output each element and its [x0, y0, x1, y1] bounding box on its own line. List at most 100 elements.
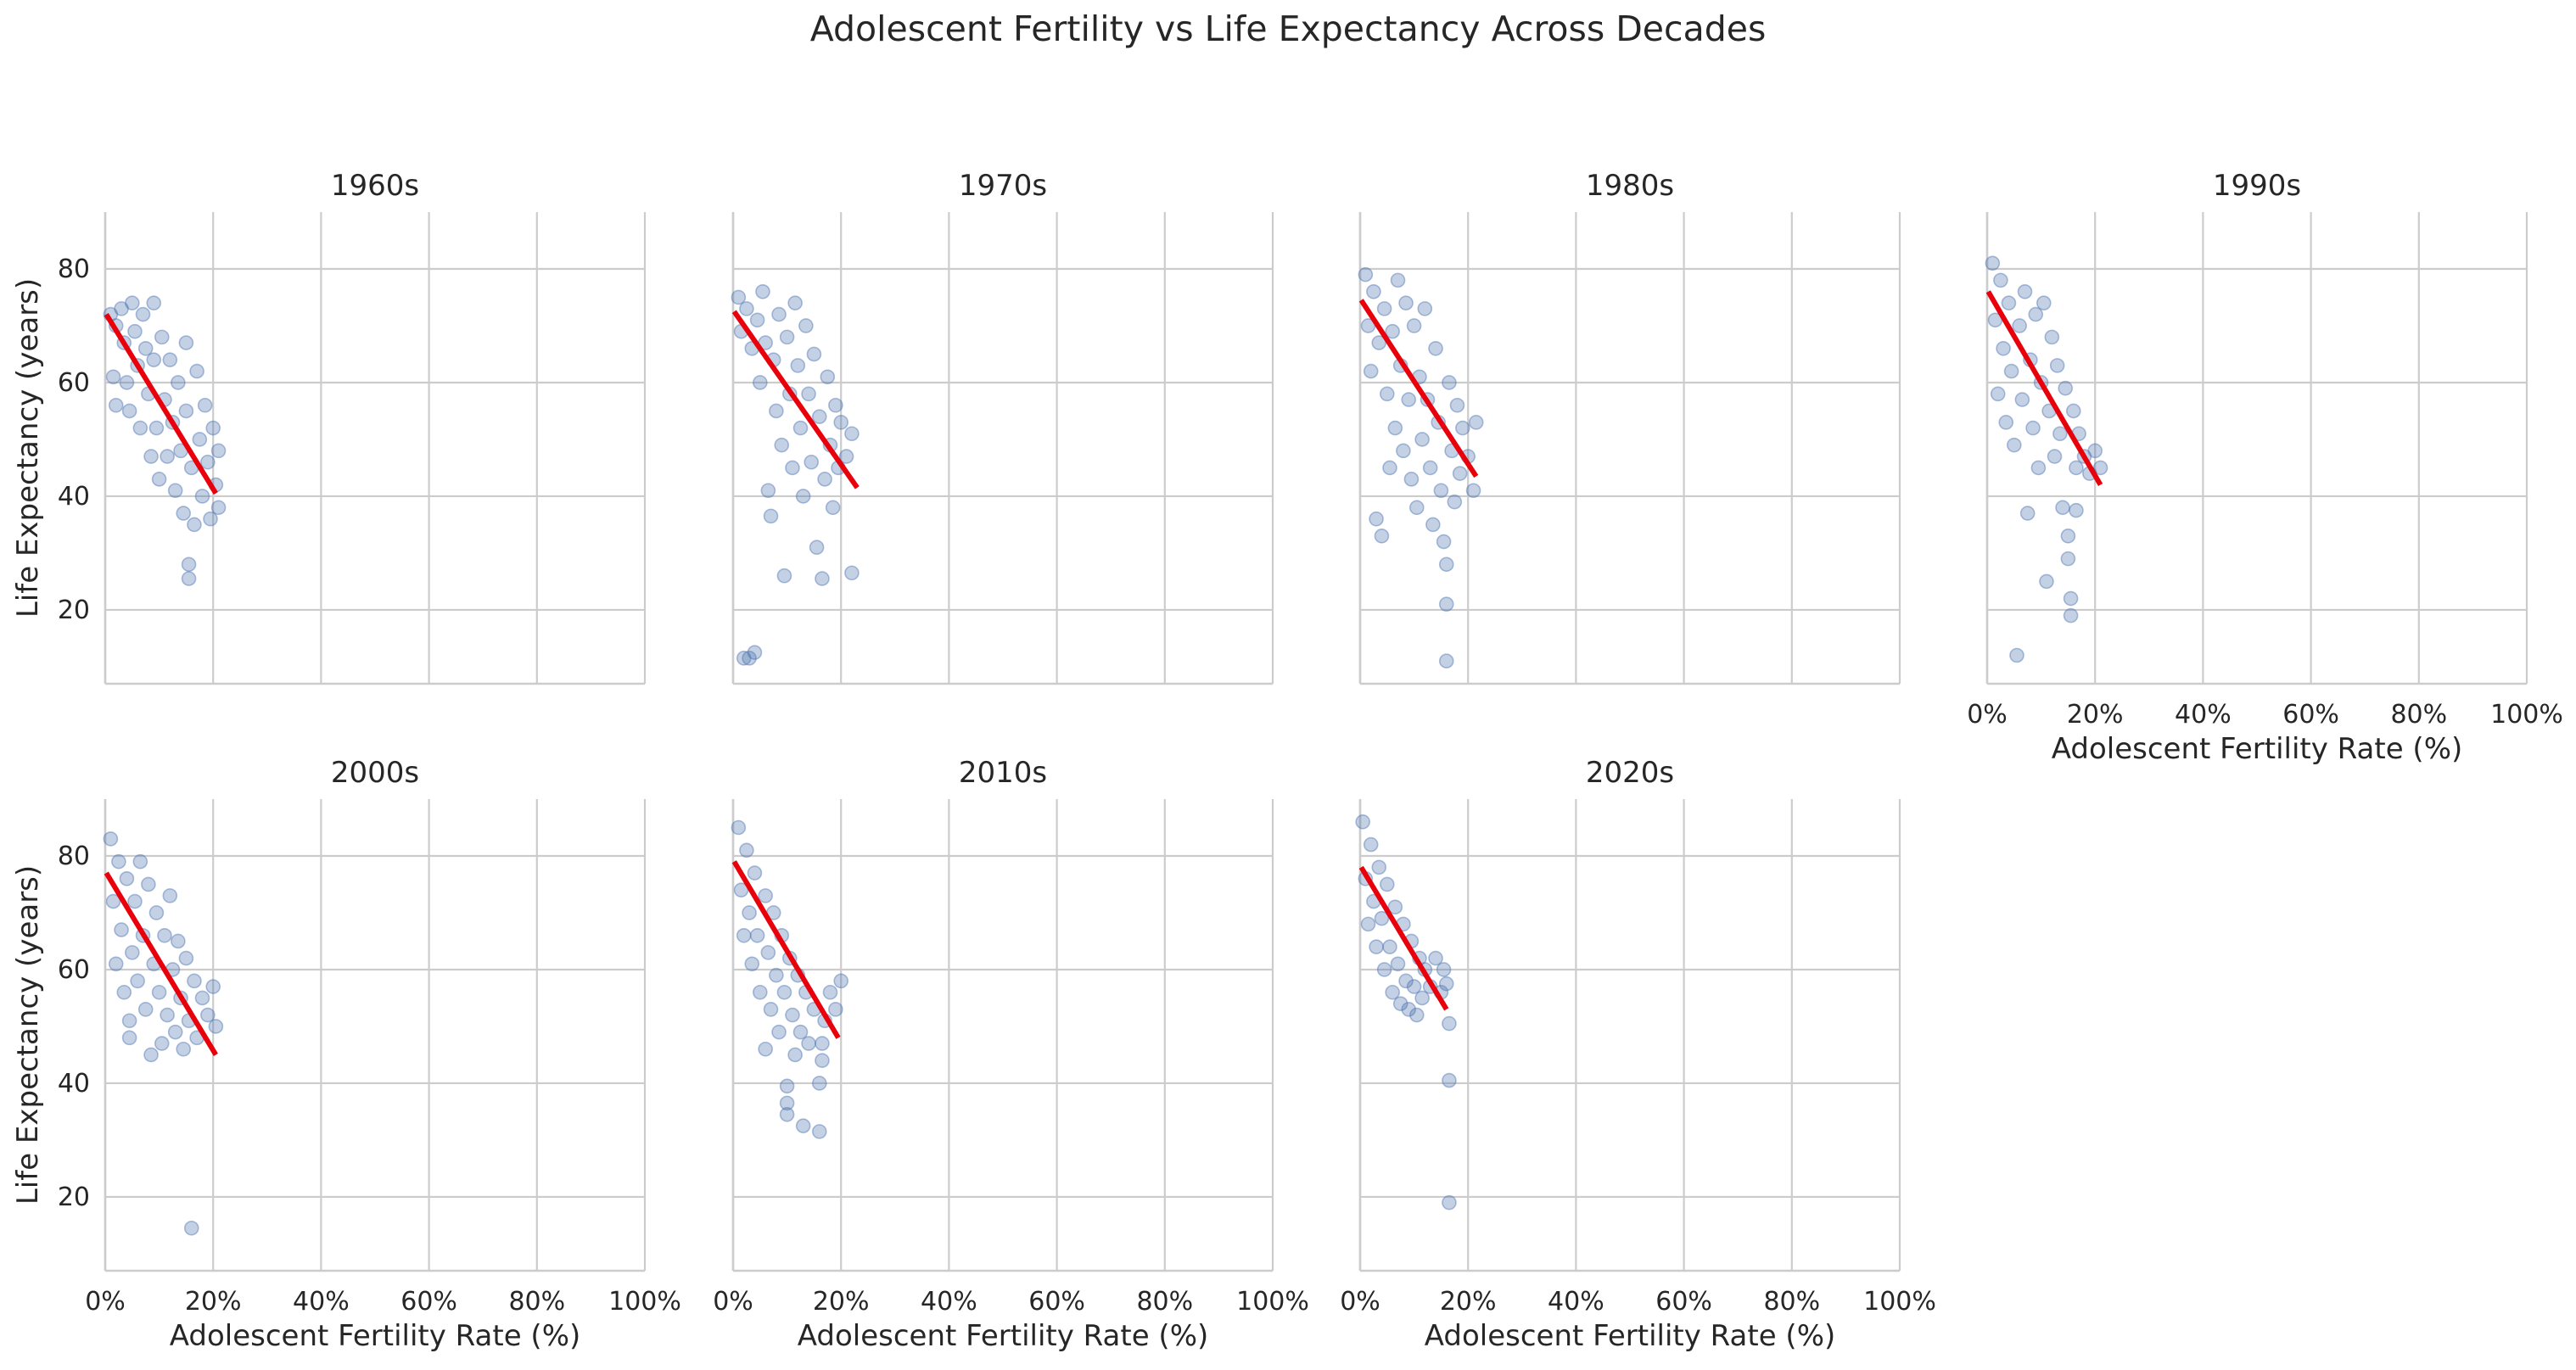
data-point — [785, 460, 800, 476]
data-point — [2007, 437, 2022, 453]
data-point — [108, 397, 124, 413]
data-point — [1414, 990, 1430, 1006]
data-point — [1438, 653, 1454, 669]
data-point — [2012, 318, 2027, 333]
data-point — [105, 893, 121, 909]
data-point — [742, 651, 757, 666]
y-axis-title: Life Expectancy (years) — [11, 865, 45, 1205]
data-point — [1465, 483, 1481, 499]
data-point — [2036, 295, 2052, 310]
data-point — [755, 283, 770, 299]
data-point — [2009, 647, 2024, 663]
data-point — [1371, 859, 1387, 875]
data-point — [779, 1106, 795, 1122]
data-point — [1442, 1015, 1457, 1032]
data-point — [189, 363, 204, 379]
data-point — [1436, 534, 1452, 550]
x-tick-label: 0% — [1967, 700, 2008, 730]
data-point — [1993, 272, 2008, 288]
data-point — [141, 876, 156, 892]
data-point — [763, 508, 779, 524]
data-point — [187, 973, 202, 989]
data-point — [1449, 397, 1465, 413]
regression-line — [104, 313, 218, 495]
data-point — [1401, 1002, 1417, 1017]
data-point — [1433, 483, 1449, 499]
x-tick-label: 60% — [1655, 1287, 1712, 1317]
panel-title: 2020s — [1586, 756, 1674, 790]
data-point — [787, 1047, 803, 1063]
data-point — [178, 950, 194, 966]
data-point — [2014, 392, 2030, 407]
panel-1970s: 1970s — [731, 169, 1274, 685]
data-point — [811, 409, 827, 424]
data-point — [154, 1036, 170, 1051]
x-tick-label: 80% — [1763, 1287, 1820, 1317]
data-point — [151, 984, 167, 1000]
data-point — [2049, 358, 2065, 373]
data-point — [795, 1118, 811, 1133]
data-point — [132, 853, 148, 870]
panel-title: 2010s — [959, 756, 1047, 790]
data-point — [795, 489, 811, 504]
data-point — [779, 1095, 795, 1111]
data-point — [731, 289, 747, 305]
data-point — [822, 984, 838, 1000]
data-point — [194, 990, 210, 1006]
x-tick-label: 20% — [185, 1287, 242, 1317]
data-point — [171, 933, 186, 949]
data-point — [178, 403, 194, 419]
data-point — [1425, 517, 1441, 533]
data-point — [148, 420, 165, 436]
data-point — [160, 1007, 175, 1023]
data-point — [804, 454, 820, 470]
data-point — [1401, 392, 1417, 407]
data-point — [1442, 1194, 1457, 1211]
data-point — [2039, 573, 2054, 590]
data-point — [2052, 426, 2068, 442]
x-tick-label: 20% — [1440, 1287, 1497, 1317]
data-point — [2003, 363, 2019, 379]
data-point — [815, 571, 830, 586]
data-point — [1374, 528, 1390, 544]
data-point — [200, 454, 216, 470]
data-point — [181, 571, 197, 586]
data-point — [1355, 814, 1370, 830]
data-point — [774, 437, 790, 453]
data-point — [760, 483, 776, 499]
data-point — [203, 511, 218, 527]
x-axis-title: Adolescent Fertility Rate (%) — [798, 1319, 1209, 1353]
data-point — [1382, 939, 1397, 954]
data-point — [1406, 318, 1422, 333]
data-point — [1990, 386, 2006, 402]
data-point — [815, 1053, 830, 1068]
data-point — [790, 358, 806, 373]
data-point — [2069, 502, 2084, 518]
data-point — [785, 1007, 800, 1023]
facet-panels: 1960s 20 40 60 80 Life Expectancy (years) 1970… — [11, 169, 2563, 1353]
data-point — [1392, 996, 1408, 1011]
data-point — [736, 927, 752, 943]
x-tick-label: 20% — [2067, 700, 2124, 730]
data-point — [1436, 962, 1452, 977]
data-point — [178, 335, 194, 350]
data-point — [130, 973, 145, 989]
data-point — [160, 449, 175, 464]
data-point — [1398, 295, 1414, 310]
data-point — [1390, 956, 1406, 972]
data-point — [1442, 1072, 1457, 1088]
data-point — [817, 472, 832, 487]
y-tick-label: 60 — [58, 368, 90, 398]
data-point — [838, 449, 854, 464]
data-point — [747, 865, 763, 881]
data-point — [205, 979, 221, 994]
data-point — [1417, 301, 1433, 316]
data-point — [825, 500, 841, 516]
data-point — [143, 449, 159, 464]
data-point — [2065, 403, 2081, 419]
data-point — [1468, 415, 1484, 430]
data-point — [744, 956, 760, 972]
x-tick-label: 0% — [85, 1287, 126, 1317]
data-point — [763, 1002, 779, 1017]
